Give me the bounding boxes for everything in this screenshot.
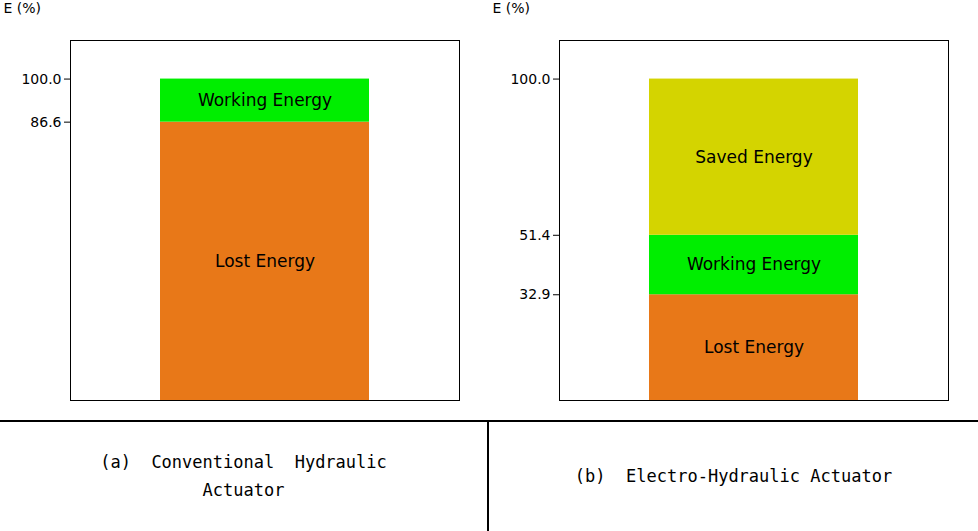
svg-text:Working Energy: Working Energy [198, 90, 332, 110]
svg-text:E (%): E (%) [4, 0, 42, 16]
html-text:(a) Conventional Hydraulic Act: (a) Conventional Hydraulic Actuator [100, 452, 387, 500]
svg-text:51.4: 51.4 [519, 227, 550, 243]
svg-text:32.9: 32.9 [519, 286, 550, 302]
svg-text:E (%): E (%) [493, 0, 531, 16]
svg-text:86.6: 86.6 [30, 114, 61, 130]
html-text:(b) Electro-Hydraulic Actuator: (b) Electro-Hydraulic Actuator [574, 465, 893, 486]
svg-text:100.0: 100.0 [510, 71, 550, 87]
svg-text:Working Energy: Working Energy [687, 254, 821, 274]
svg-text:100.0: 100.0 [21, 71, 61, 87]
svg-text:Lost Energy: Lost Energy [704, 337, 804, 357]
svg-text:Saved Energy: Saved Energy [695, 147, 812, 167]
svg-text:Lost Energy: Lost Energy [215, 251, 315, 271]
